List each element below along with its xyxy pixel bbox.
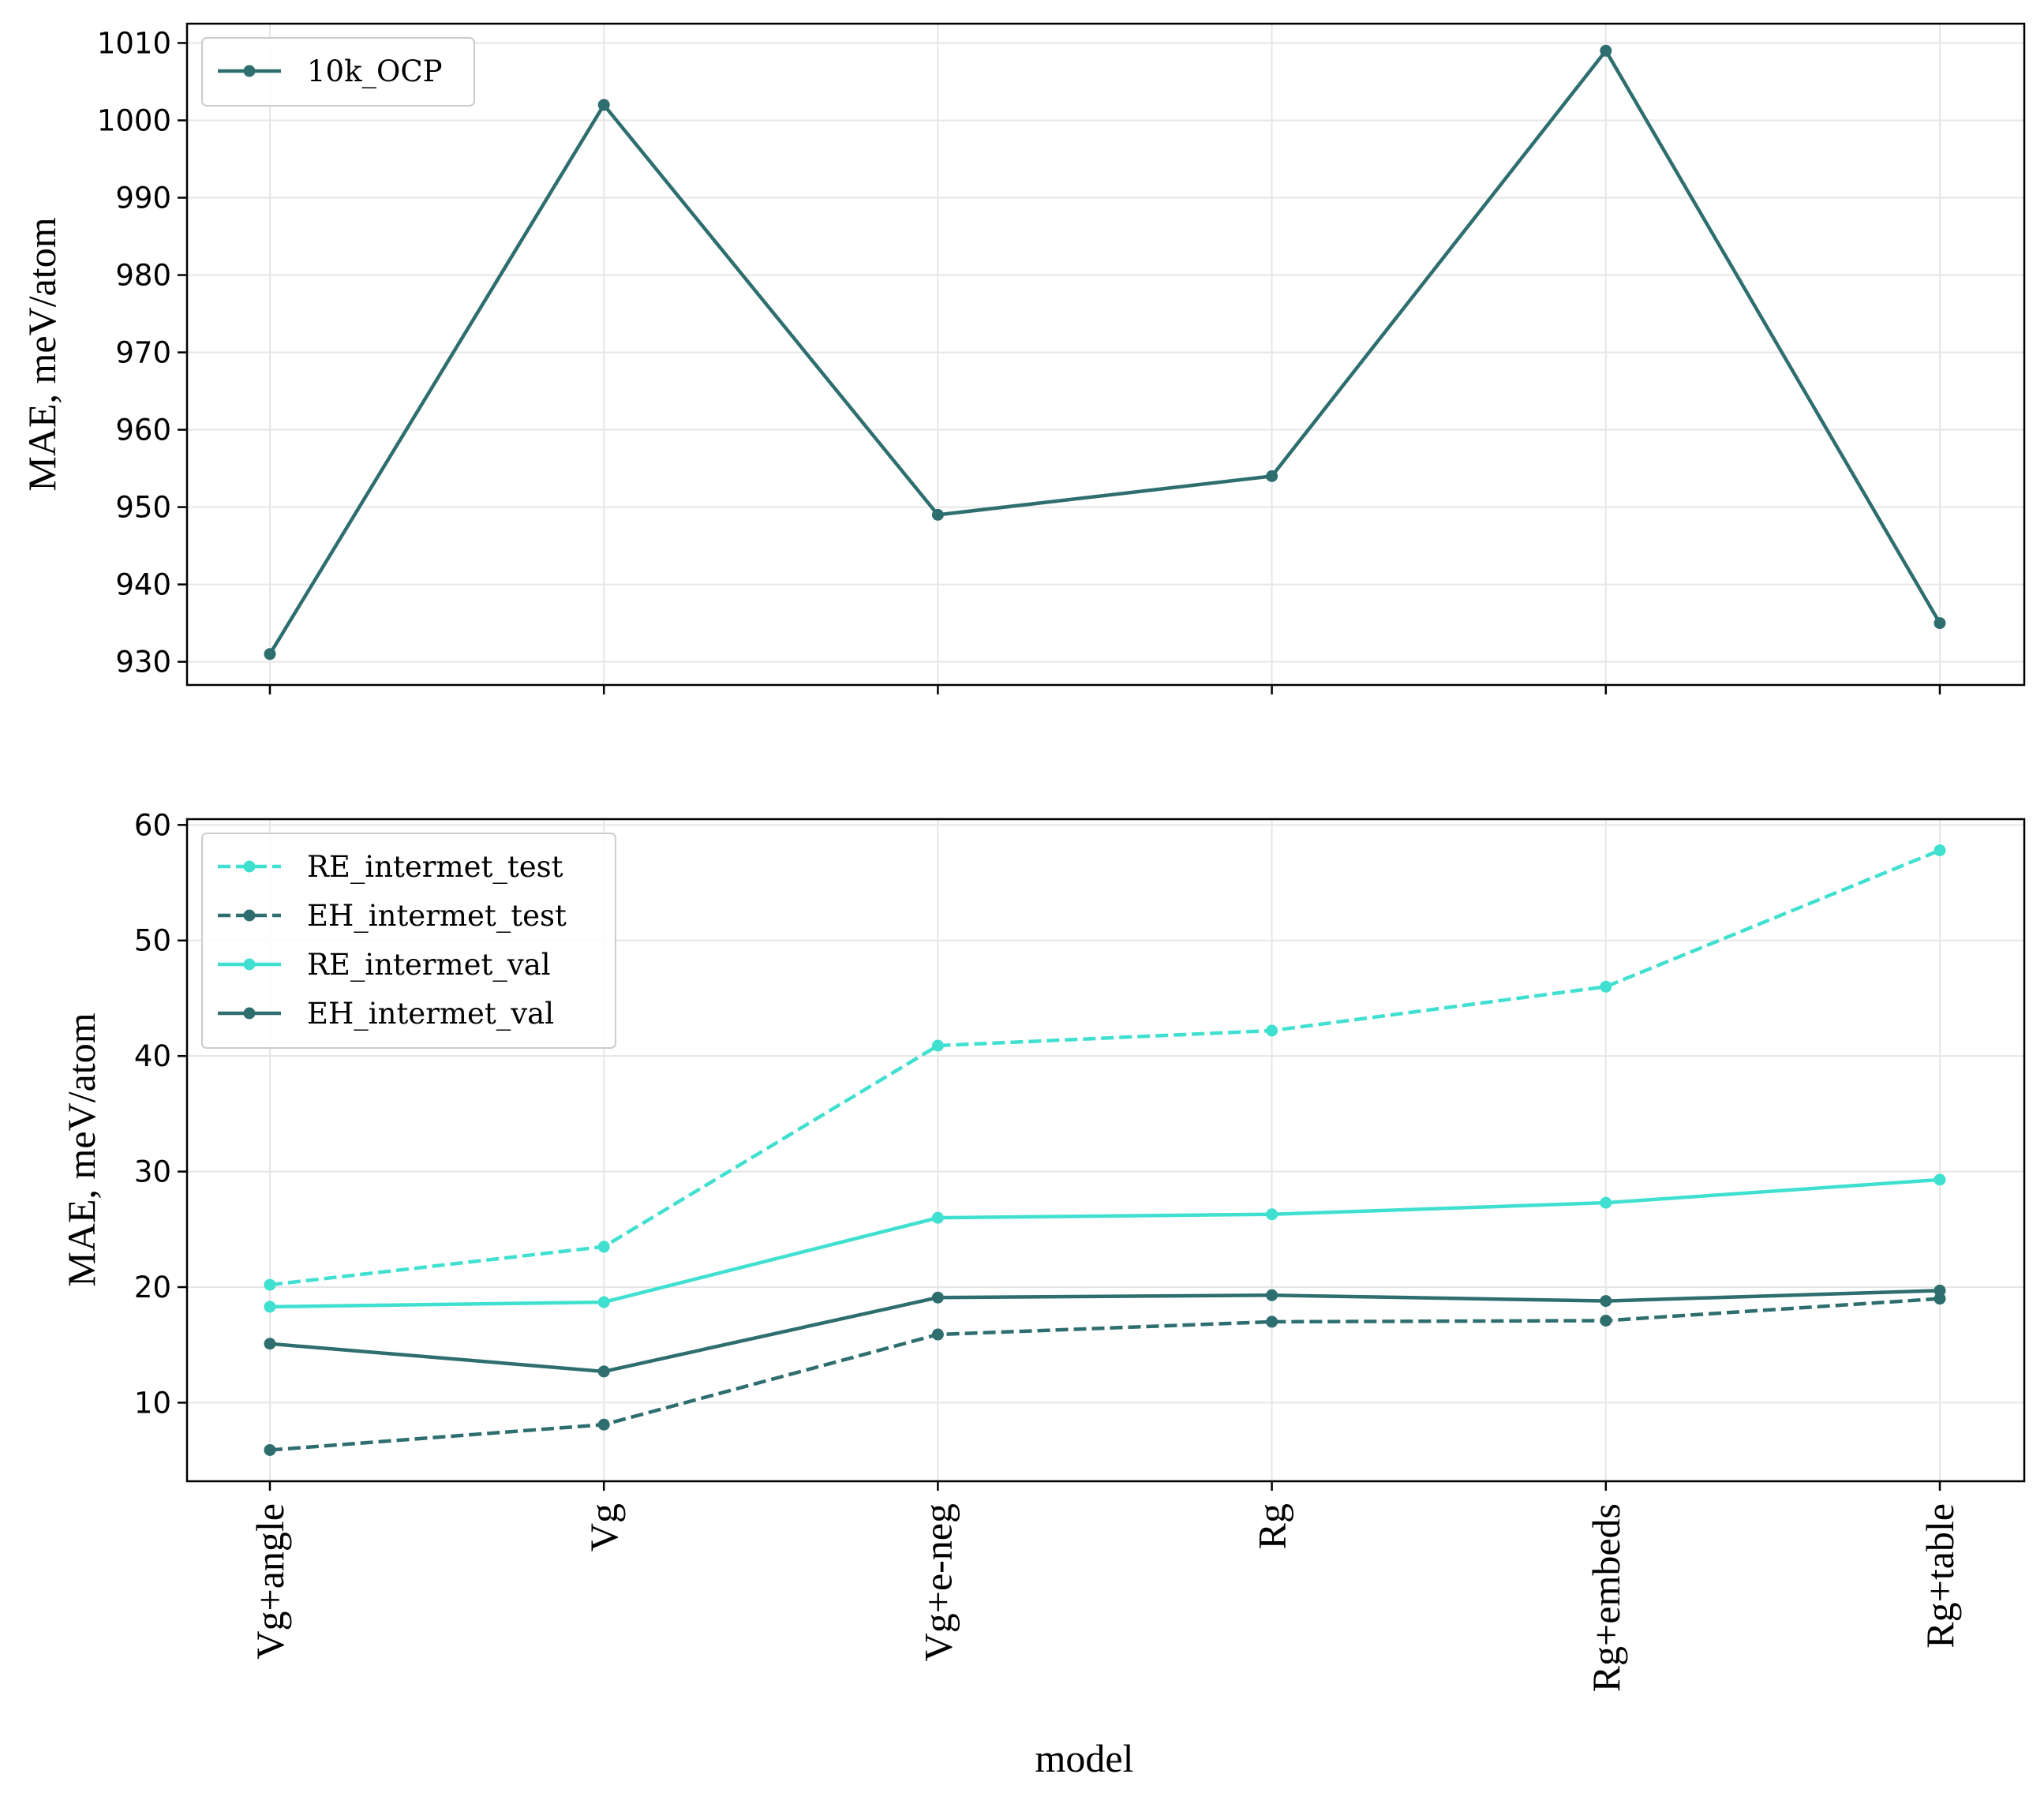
bottom-x-axis: Vg+angle Vg Vg+e-neg Rg Rg+embeds Rg+table: [248, 1481, 1962, 1692]
data-point-RE_intermet_val: [1934, 1173, 1946, 1186]
data-point-RE_intermet_test: [1266, 1024, 1278, 1037]
bottom-y-tick-label: 40: [134, 1039, 171, 1073]
top-y-tick-label: 980: [115, 259, 171, 293]
series-line-RE_intermet_val: [269, 1177, 1941, 1309]
legend-marker-EH_intermet_val: [243, 1007, 256, 1020]
data-point-EH_intermet_val: [1934, 1284, 1946, 1297]
bottom-y-axis: 10 20 30 40 50 60: [134, 808, 187, 1420]
data-point-EH_intermet_test: [1266, 1316, 1278, 1328]
data-point-EH_intermet_val: [597, 1365, 610, 1378]
data-point-RE_intermet_test: [597, 1241, 610, 1253]
x-axis-label: model: [1035, 1736, 1134, 1780]
top-plot-frame: [185, 22, 2026, 687]
x-tick-label: Vg: [582, 1503, 626, 1551]
top-y-tick-label: 950: [115, 491, 171, 525]
top-y-tick-label: 960: [115, 414, 171, 447]
x-tick-label: Rg+table: [1918, 1503, 1962, 1649]
legend-label: EH_intermet_test: [307, 899, 567, 934]
data-point-RE_intermet_test: [931, 1039, 944, 1052]
data-point-RE_intermet_test: [264, 1278, 276, 1291]
x-tick-label: Rg: [1250, 1503, 1294, 1549]
bottom-y-tick-label: 30: [134, 1155, 171, 1189]
data-point-10k_OCP: [1934, 617, 1946, 630]
legend-label: RE_intermet_val: [307, 948, 551, 982]
top-y-axis: 930 940 950 960 970 980 990 1000 1010: [97, 27, 187, 679]
bottom-plot-frame: [185, 818, 2026, 1483]
x-tick-label: Rg+embeds: [1584, 1503, 1628, 1692]
data-point-EH_intermet_val: [931, 1291, 944, 1304]
legend-marker-RE_intermet_test: [243, 860, 256, 873]
top-grid: [187, 24, 2024, 685]
top-x-axis: [268, 685, 1941, 694]
data-point-EH_intermet_test: [931, 1328, 944, 1341]
data-point-RE_intermet_val: [931, 1211, 944, 1224]
data-point-10k_OCP: [1600, 44, 1612, 57]
top-panel: 930 940 950 960 970 980 990 1000 1010 MAE, meV/a…: [20, 22, 2026, 694]
data-point-RE_intermet_val: [1266, 1208, 1278, 1221]
data-point-RE_intermet_val: [264, 1301, 276, 1313]
legend-marker-RE_intermet_val: [243, 958, 256, 971]
series-line-EH_intermet_val: [269, 1289, 1941, 1374]
data-point-EH_intermet_val: [264, 1338, 276, 1350]
data-point-10k_OCP: [1266, 470, 1278, 482]
top-y-axis-label: MAE, meV/atom: [20, 217, 64, 491]
top-y-tick-label: 1010: [97, 27, 171, 61]
bottom-legend-box: [201, 833, 616, 1049]
top-y-tick-label: 990: [115, 182, 171, 215]
data-point-EH_intermet_val: [1266, 1289, 1278, 1301]
data-point-RE_intermet_test: [1934, 844, 1946, 857]
bottom-y-tick-label: 50: [134, 924, 171, 958]
bottom-y-tick-label: 60: [134, 808, 171, 842]
top-legend-box: [201, 37, 475, 107]
top-y-tick-label: 940: [115, 568, 171, 602]
data-point-10k_OCP: [931, 508, 944, 521]
data-point-RE_intermet_val: [1600, 1196, 1612, 1209]
data-point-RE_intermet_test: [1600, 980, 1612, 993]
data-point-EH_intermet_test: [1600, 1314, 1612, 1327]
data-point-EH_intermet_test: [597, 1418, 610, 1431]
top-y-tick-label: 930: [115, 646, 171, 679]
x-tick-label: Vg+e-neg: [915, 1503, 960, 1661]
legend-marker-10k_OCP: [243, 65, 256, 77]
series-line-RE_intermet_test: [269, 848, 1941, 1287]
bottom-legend: RE_intermet_test EH_intermet_test RE_inter…: [201, 833, 616, 1049]
legend-marker-EH_intermet_test: [243, 909, 256, 922]
top-y-tick-label: 1000: [97, 104, 171, 138]
top-legend: 10k_OCP: [201, 37, 475, 107]
bottom-y-tick-label: 10: [134, 1386, 171, 1420]
data-point-EH_intermet_test: [264, 1443, 276, 1456]
legend-label: EH_intermet_val: [307, 997, 554, 1031]
data-point-10k_OCP: [264, 648, 276, 661]
bottom-y-axis-label: MAE, meV/atom: [59, 1012, 103, 1286]
x-tick-label: Vg+angle: [248, 1503, 292, 1660]
bottom-y-tick-label: 20: [134, 1271, 171, 1304]
data-point-RE_intermet_val: [597, 1296, 610, 1308]
data-point-10k_OCP: [597, 99, 610, 111]
bottom-panel: 10 20 30 40 50 60 Vg+angle Vg Vg+e-neg Rg Rg+embe…: [59, 808, 2026, 1780]
series-line-10k_OCP: [268, 49, 1941, 655]
bottom-series: [264, 844, 1946, 1456]
series-line-EH_intermet_test: [269, 1297, 1941, 1452]
top-series: [264, 44, 1946, 661]
legend-label: 10k_OCP: [307, 54, 443, 89]
data-point-EH_intermet_val: [1600, 1295, 1612, 1308]
data-point-EH_intermet_test: [1934, 1293, 1946, 1305]
top-y-tick-label: 970: [115, 336, 171, 370]
legend-label: RE_intermet_test: [307, 850, 563, 885]
